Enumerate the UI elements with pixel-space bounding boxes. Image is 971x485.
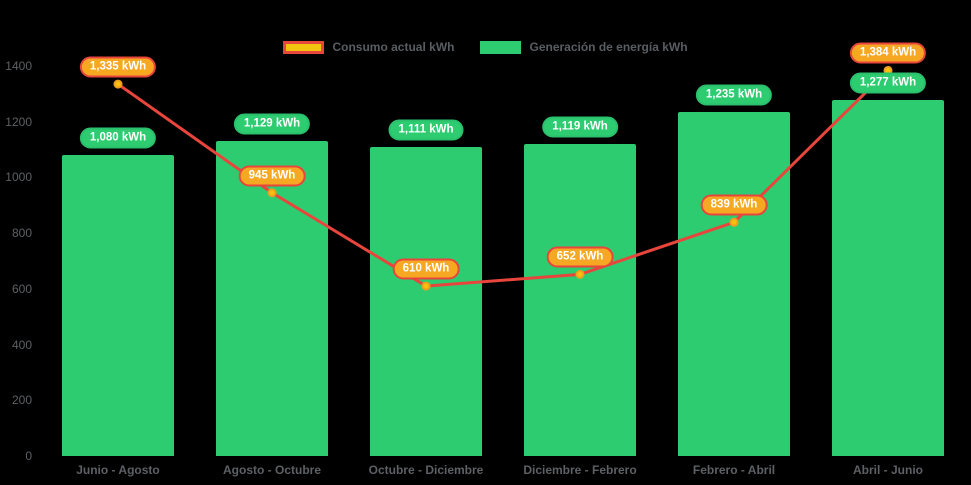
generacion-value-label: 1,235 kWh (695, 84, 773, 106)
consumo-value-label: 652 kWh (546, 246, 614, 268)
legend-swatch-generacion (480, 40, 522, 54)
y-tick-label: 800 (11, 226, 32, 241)
y-tick-label: 600 (11, 281, 32, 296)
y-tick-label: 0 (25, 449, 32, 463)
consumo-value-label: 610 kWh (392, 258, 460, 280)
bar[interactable] (62, 155, 174, 456)
generacion-value-label: 1,080 kWh (79, 127, 157, 149)
y-tick-label: 200 (11, 393, 32, 408)
legend-label-consumo: Consumo actual kWh (332, 40, 455, 54)
bar[interactable] (678, 111, 790, 456)
x-category-label: Agosto - Octubre (223, 463, 321, 477)
x-category-label: Abril - Junio (853, 463, 923, 477)
bar[interactable] (832, 100, 944, 456)
bar[interactable] (370, 146, 482, 456)
generacion-value-label: 1,277 kWh (849, 72, 927, 94)
consumo-value-label: 945 kWh (238, 165, 306, 187)
x-category-label: Octubre - Diciembre (368, 463, 484, 477)
consumo-point[interactable] (421, 281, 431, 291)
legend: Consumo actual kWh Generación de energía… (0, 40, 971, 54)
legend-item-generacion[interactable]: Generación de energía kWh (480, 40, 688, 54)
y-tick-label: 400 (11, 337, 32, 352)
consumo-value-label: 1,384 kWh (849, 42, 927, 64)
consumo-point[interactable] (575, 269, 585, 279)
legend-swatch-consumo (283, 40, 325, 54)
x-category-label: Junio - Agosto (76, 463, 160, 477)
generacion-value-label: 1,111 kWh (388, 119, 464, 140)
x-category-label: Febrero - Abril (692, 463, 776, 477)
legend-item-consumo[interactable]: Consumo actual kWh (283, 40, 454, 54)
consumo-point[interactable] (729, 217, 739, 227)
y-tick-label: 1200 (5, 114, 32, 129)
x-category-label: Diciembre - Febrero (523, 463, 637, 477)
consumo-point[interactable] (267, 188, 277, 198)
y-tick-label: 1000 (5, 170, 32, 185)
legend-label-generacion: Generación de energía kWh (529, 40, 688, 54)
consumo-line (117, 69, 890, 288)
generacion-value-label: 1,119 kWh (542, 116, 618, 138)
y-tick-label: 1400 (5, 59, 32, 73)
consumo-value-label: 839 kWh (700, 194, 768, 216)
bar[interactable] (524, 144, 636, 456)
consumo-value-label: 1,335 kWh (79, 56, 157, 78)
generacion-value-label: 1,129 kWh (233, 113, 311, 135)
consumo-point[interactable] (113, 79, 123, 89)
